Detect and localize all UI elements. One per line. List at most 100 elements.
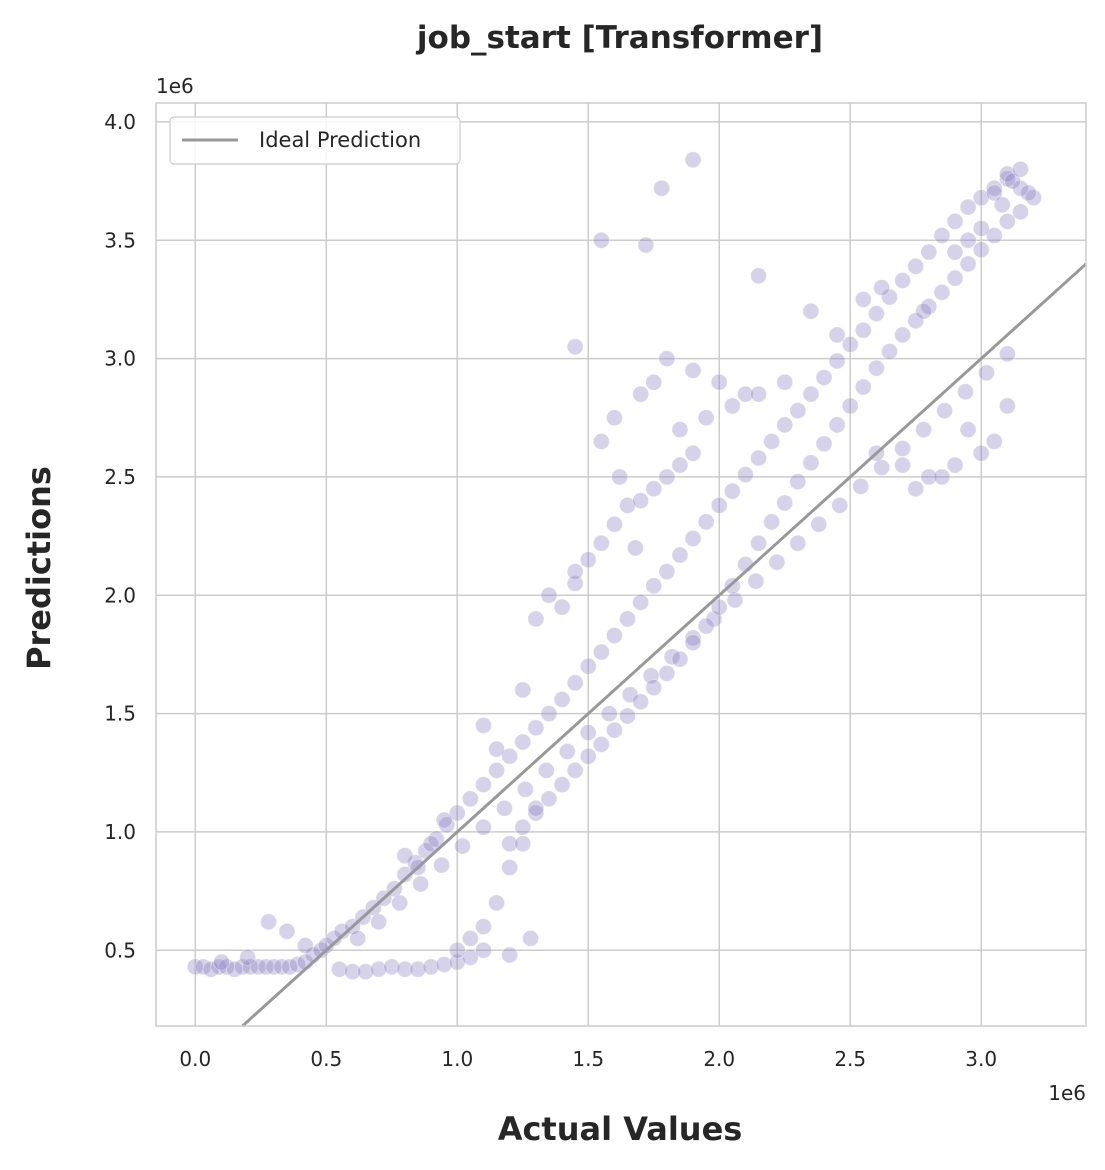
scatter-point: [234, 958, 251, 976]
y-tick-label: 3.5: [104, 228, 136, 252]
scatter-point: [1019, 184, 1037, 202]
scatter-point: [448, 804, 466, 822]
scatter-point: [260, 913, 278, 931]
scatter-point: [671, 546, 689, 564]
scatter-point: [723, 482, 741, 500]
scatter-point: [684, 629, 702, 647]
scatter-point: [972, 189, 990, 207]
scatter-point: [265, 958, 283, 976]
scatter-point: [396, 960, 414, 978]
scatter-point: [435, 811, 453, 829]
scatter-point: [985, 184, 1003, 202]
scatter-point: [627, 539, 644, 557]
scatter-point: [972, 444, 990, 462]
scatter-point: [684, 634, 702, 651]
scatter-point: [527, 719, 545, 737]
chart-title: job_start [Transformer]: [415, 20, 823, 56]
scatter-point: [370, 913, 388, 931]
scatter-point: [789, 534, 807, 552]
scatter-point: [606, 721, 623, 739]
scatter-point: [737, 385, 754, 403]
y-tick-label: 4.0: [104, 110, 136, 134]
y-tick-label: 3.0: [104, 347, 136, 371]
scatter-point: [750, 534, 767, 552]
scatter-point: [281, 958, 299, 976]
y-axis-label: Predictions: [20, 466, 58, 670]
scatter-point: [461, 930, 479, 947]
scatter-point: [579, 657, 597, 675]
scatter-point: [873, 279, 891, 297]
scatter-point: [488, 894, 505, 912]
scatter-point: [933, 227, 951, 244]
scatter-point: [645, 480, 663, 498]
scatter-point: [645, 373, 663, 391]
scatter-point: [985, 179, 1003, 197]
scatter-point: [566, 575, 584, 592]
scatter-point: [671, 650, 689, 668]
y-tick-label: 2.0: [104, 583, 136, 607]
scatter-point: [831, 496, 849, 514]
scatter-point: [854, 291, 872, 308]
scatter-point: [697, 409, 715, 427]
scatter-point: [789, 473, 807, 491]
legend: Ideal Prediction: [169, 116, 461, 165]
scatter-point: [501, 835, 519, 853]
scatter-point: [296, 937, 314, 954]
scatter-point: [999, 170, 1016, 188]
scatter-point: [972, 241, 990, 259]
scatter-point: [894, 456, 912, 474]
scatter-point: [936, 402, 953, 420]
scatter-point: [684, 530, 702, 547]
scatter-point: [553, 776, 571, 793]
scatter-point: [239, 948, 257, 966]
y-multiplier-label: 1e6: [156, 74, 194, 98]
scatter-point: [433, 856, 450, 874]
scatter-point: [978, 364, 995, 382]
scatter-point: [383, 958, 401, 976]
scatter-point: [637, 236, 655, 254]
scatter-point: [881, 288, 898, 306]
scatter-point: [946, 269, 964, 287]
ideal-prediction-line: [241, 262, 1088, 1028]
scatter-point: [501, 946, 519, 964]
scatter-point: [592, 534, 610, 552]
scatter-point: [1012, 179, 1029, 197]
scatter-point: [802, 302, 820, 320]
scatter-point: [789, 402, 807, 420]
scatter-point: [768, 553, 786, 571]
x-tick-label: 2.0: [703, 1047, 735, 1071]
y-tick-label: 2.5: [104, 465, 136, 489]
scatter-point: [957, 383, 974, 401]
scatter-point: [1012, 160, 1029, 178]
scatter-point: [915, 302, 932, 320]
scatter-point: [488, 762, 505, 779]
scatter-point: [726, 591, 744, 609]
scatter-point: [527, 799, 545, 817]
x-tick-labels: 0.0 0.5 1.0 1.5 2.0 2.5 3.0: [179, 1047, 997, 1071]
plot-background: [156, 103, 1086, 1026]
scatter-point: [579, 551, 597, 569]
scatter-point: [514, 835, 532, 853]
scatter-point: [894, 272, 912, 289]
scatter-point: [540, 586, 558, 604]
scatter-point: [1004, 172, 1022, 190]
scatter-point: [540, 705, 558, 722]
scatter-point: [684, 151, 702, 169]
scatter-point: [645, 577, 663, 595]
scatter-point: [317, 937, 335, 954]
scatter-point: [747, 572, 765, 590]
scatter-point: [330, 960, 348, 978]
scatter-point: [501, 859, 519, 876]
scatter-point: [325, 930, 343, 947]
scatter-point: [710, 496, 728, 514]
x-multiplier-label: 1e6: [1048, 1081, 1086, 1105]
scatter-point: [210, 958, 228, 976]
scatter-point: [475, 776, 492, 793]
scatter-point: [289, 956, 306, 973]
scatter-point: [461, 790, 479, 808]
grid-lines: [156, 103, 1086, 1026]
scatter-point: [273, 958, 291, 976]
scatter-point: [475, 818, 492, 836]
scatter-point: [993, 196, 1011, 214]
